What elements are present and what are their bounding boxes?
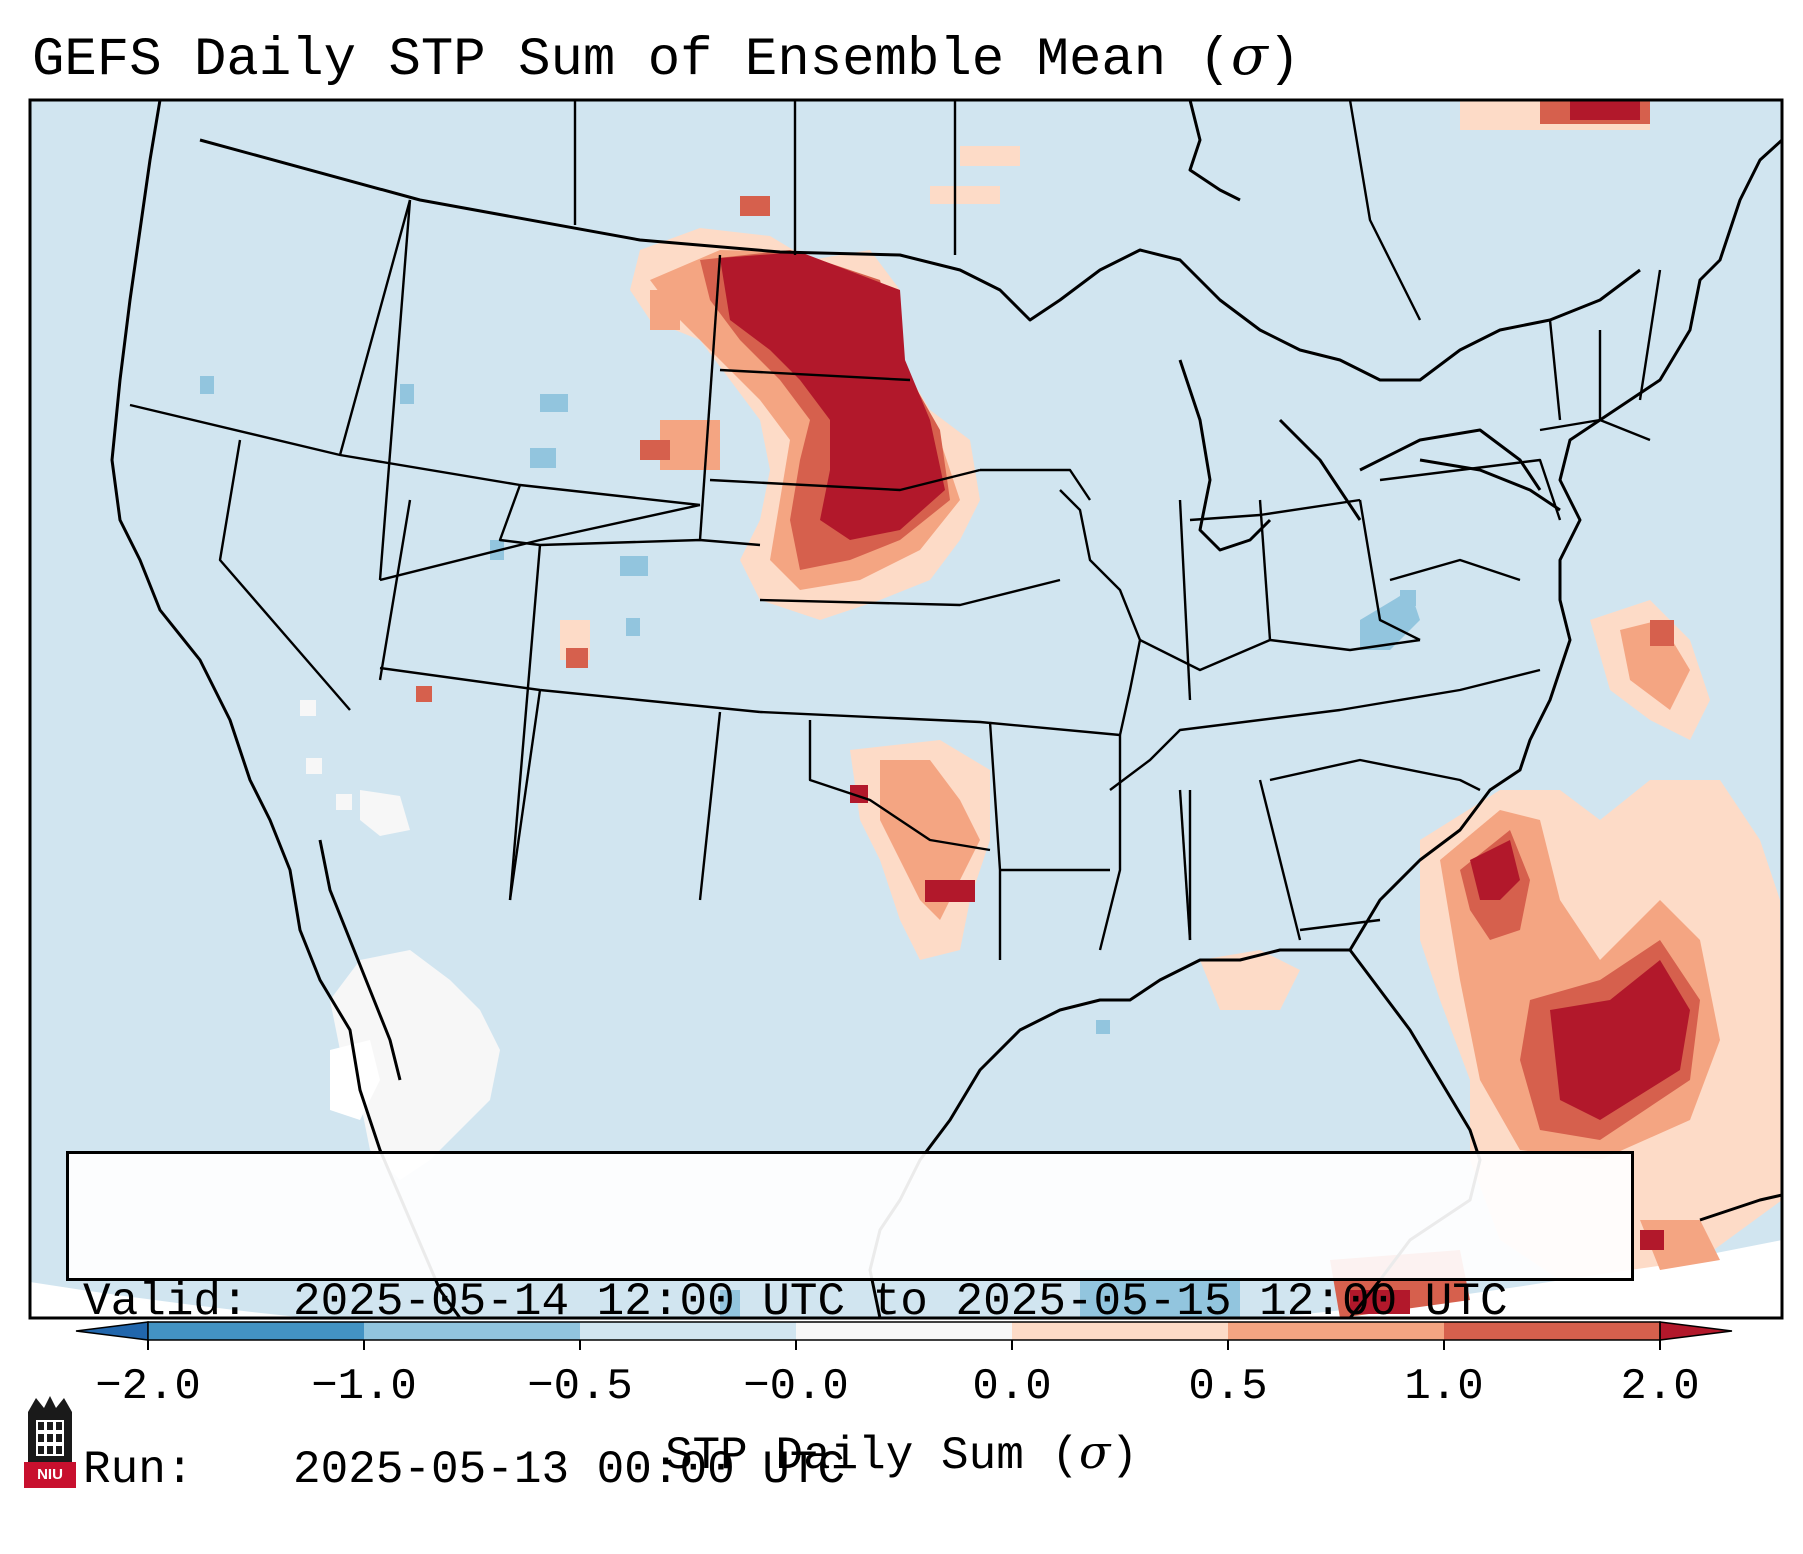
title-sigma: σ: [1231, 24, 1268, 87]
run-label: Run:: [83, 1444, 194, 1496]
valid-label: Valid:: [83, 1276, 249, 1328]
colorbar-frame: [147, 1321, 1661, 1341]
niu-logo: [24, 1396, 76, 1488]
colorbar-title-sigma: σ: [1079, 1425, 1111, 1479]
run-line: Run: 2025-05-13 00:00 UTC: [83, 1442, 1617, 1498]
colorbar-tick-label: −0.0: [743, 1362, 849, 1412]
near-zero-patches: [300, 700, 500, 1180]
country-coastlines: [110, 100, 1782, 1318]
valid-line: Valid: 2025-05-14 12:00 UTC to 2025-05-15…: [83, 1274, 1617, 1330]
map-figure: [28, 98, 1784, 1350]
colorbar-tick-label: 0.0: [972, 1362, 1052, 1412]
state-boundaries: [129, 100, 1662, 960]
valid-time-box: Valid: 2025-05-14 12:00 UTC to 2025-05-15…: [66, 1151, 1634, 1496]
colorbar-tick-label: −0.5: [527, 1362, 633, 1412]
title-suffix: ): [1267, 30, 1301, 91]
logo-text: NIU: [37, 1466, 63, 1483]
colorbar-tick-label: −2.0: [95, 1362, 201, 1412]
colorbar-over-triangle: [1659, 1321, 1733, 1341]
run-value: 2025-05-13 00:00 UTC: [293, 1444, 846, 1496]
colorbar-title: STP Daily Sum (σ): [0, 1425, 1803, 1482]
title-text: GEFS Daily STP Sum of Ensemble Mean (: [32, 30, 1231, 91]
colorbar-bin: [580, 1322, 796, 1340]
colorbar-bin: [364, 1322, 580, 1340]
colorbar-title-suffix: ): [1110, 1430, 1139, 1482]
valid-value: 2025-05-14 12:00 UTC to 2025-05-15 12:00…: [293, 1276, 1508, 1328]
colorbar-tick-label: −1.0: [311, 1362, 417, 1412]
colorbar-bin: [1444, 1322, 1660, 1340]
colorbar-bin: [1228, 1322, 1444, 1340]
colorbar-bin: [1012, 1322, 1228, 1340]
colorbar-tick-label: 2.0: [1620, 1362, 1700, 1412]
map-title: GEFS Daily STP Sum of Ensemble Mean (σ): [32, 24, 1300, 93]
colorbar: [75, 1321, 1733, 1350]
colorbar-bin: [796, 1322, 1012, 1340]
international-border: [199, 138, 1641, 552]
colorbar-bin: [148, 1322, 364, 1340]
colorbar-tick-label: 0.5: [1188, 1362, 1268, 1412]
colorbar-title-text: STP Daily Sum (: [664, 1430, 1080, 1482]
map-frame: [28, 98, 1784, 1320]
projection-edge: [30, 1240, 1782, 1318]
colorbar-tick-label: 1.0: [1404, 1362, 1484, 1412]
